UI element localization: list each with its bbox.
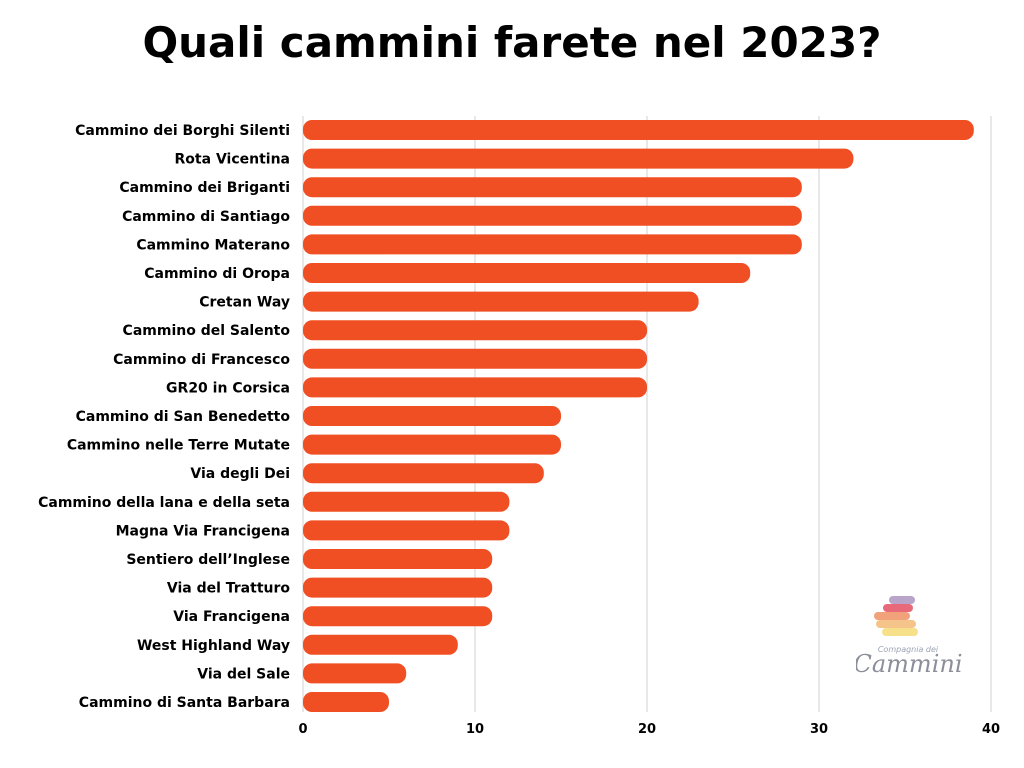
category-label: Via del Tratturo	[167, 581, 291, 597]
category-label: Rota Vicentina	[175, 152, 290, 168]
bar	[303, 692, 389, 712]
bar	[303, 634, 458, 655]
bar	[303, 406, 561, 426]
bar	[303, 520, 510, 541]
category-label: Cretan Way	[199, 295, 290, 311]
category-labels: Cammino dei Borghi Silenti Rota Vicentina…	[38, 123, 290, 711]
category-label: Cammino dei Borghi Silenti	[75, 123, 290, 139]
x-tick-label: 10	[466, 722, 484, 737]
logo-stone	[889, 596, 915, 604]
category-label: Cammino nelle Terre Mutate	[67, 438, 290, 454]
bar	[303, 491, 510, 512]
compagnia-dei-cammini-logo: Compagnia dei Cammini	[854, 592, 966, 682]
x-tick-label: 0	[298, 722, 307, 737]
category-label: Cammino Materano	[136, 237, 290, 253]
bar	[303, 577, 493, 598]
category-label: West Highland Way	[137, 638, 290, 654]
bar	[303, 234, 802, 255]
category-label: Via degli Dei	[190, 466, 290, 482]
category-label: Cammino di Santiago	[122, 209, 290, 225]
category-label: Cammino della lana e della seta	[38, 495, 290, 511]
bar	[303, 320, 647, 341]
bar	[303, 377, 647, 398]
category-label: Cammino del Salento	[123, 323, 291, 339]
category-label: Magna Via Francigena	[116, 523, 290, 539]
x-tick-label: 20	[638, 722, 656, 737]
stacked-stones-icon	[874, 596, 918, 636]
logo-big-text: Cammini	[856, 650, 963, 678]
bar	[303, 463, 544, 484]
category-label: Cammino dei Briganti	[119, 180, 290, 196]
category-label: Sentiero dell’Inglese	[126, 552, 290, 568]
bar	[303, 177, 802, 198]
bar	[303, 549, 493, 569]
bar	[303, 348, 647, 369]
logo-stone	[883, 604, 913, 612]
bar	[303, 148, 854, 169]
bar	[303, 291, 699, 312]
bar	[303, 205, 802, 226]
category-label: Cammino di Oropa	[144, 266, 290, 282]
bar	[303, 263, 751, 283]
category-label: Via Francigena	[173, 609, 290, 625]
bar	[303, 606, 493, 627]
chart-title: Quali cammini farete nel 2023?	[142, 18, 882, 67]
category-label: Cammino di San Benedetto	[76, 409, 291, 425]
logo-stone	[882, 628, 918, 636]
bars	[303, 120, 974, 712]
logo-stone	[874, 612, 910, 620]
category-label: Cammino di Santa Barbara	[79, 695, 290, 711]
bar	[303, 120, 974, 140]
logo-stone	[876, 620, 916, 628]
x-tick-label: 30	[810, 722, 828, 737]
x-tick-label: 40	[982, 722, 1000, 737]
logo-small-text: Compagnia dei	[878, 645, 939, 654]
x-axis-ticks: 0 10 20 30 40	[298, 722, 1000, 737]
bar	[303, 434, 561, 455]
bar	[303, 663, 407, 684]
category-label: GR20 in Corsica	[166, 380, 290, 396]
category-label: Cammino di Francesco	[113, 352, 290, 368]
category-label: Via del Sale	[197, 666, 290, 682]
